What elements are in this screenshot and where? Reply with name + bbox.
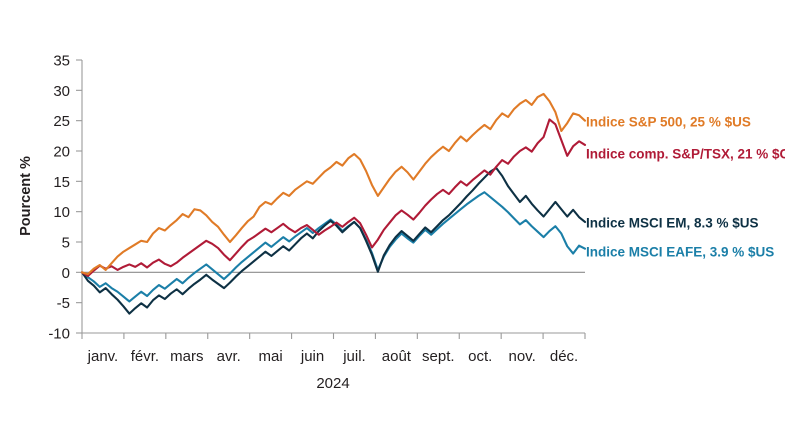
- x-tick-label: sept.: [422, 348, 455, 365]
- x-tick-label: nov.: [509, 348, 536, 365]
- y-tick-label: -10: [48, 326, 70, 343]
- x-tick-label: janv.: [87, 348, 119, 365]
- x-tick-label: juin: [300, 348, 324, 365]
- x-tick-label: mai: [259, 348, 283, 365]
- x-tick-label: déc.: [550, 348, 578, 365]
- chart-legend: Indice S&P 500, 25 % $US Indice comp. S&P…: [586, 115, 785, 260]
- legend-item-3: Indice MSCI EAFE, 3.9 % $US: [586, 245, 774, 260]
- x-tick-label: févr.: [131, 348, 159, 365]
- y-axis-title: Pourcent %: [18, 156, 34, 236]
- y-tick-label: 5: [62, 235, 70, 252]
- legend-item-2: Indice MSCI EM, 8.3 % $US: [586, 216, 759, 231]
- x-tick-label: août: [382, 348, 412, 365]
- series-line-0: [80, 92, 587, 276]
- x-tick-label: avr.: [217, 348, 241, 365]
- series-line-2: [80, 166, 587, 315]
- series-line-1: [80, 118, 587, 278]
- y-tick-label: 35: [53, 53, 70, 70]
- series-line-3: [80, 191, 587, 303]
- x-axis-ticks: janv. févr. mars avr. mai juin juil. août sept. o…: [81, 333, 586, 365]
- y-axis-ticks: -10 -5 0 5 10 15 20 25 30 35: [48, 53, 82, 343]
- y-tick-label: 0: [62, 265, 70, 282]
- x-tick-label: juil.: [342, 348, 366, 365]
- x-tick-label: oct.: [468, 348, 492, 365]
- legend-item-0: Indice S&P 500, 25 % $US: [586, 115, 751, 130]
- y-tick-label: -5: [57, 295, 70, 312]
- series-lines: [80, 92, 587, 315]
- legend-item-1: Indice comp. S&P/TSX, 21 % $CA: [586, 147, 785, 162]
- y-tick-label: 15: [53, 174, 70, 191]
- y-tick-label: 10: [53, 204, 70, 221]
- y-tick-label: 20: [53, 144, 70, 161]
- x-axis-year-label: 2024: [316, 375, 349, 392]
- y-tick-label: 30: [53, 83, 70, 100]
- x-tick-label: mars: [170, 348, 203, 365]
- y-tick-label: 25: [53, 113, 70, 130]
